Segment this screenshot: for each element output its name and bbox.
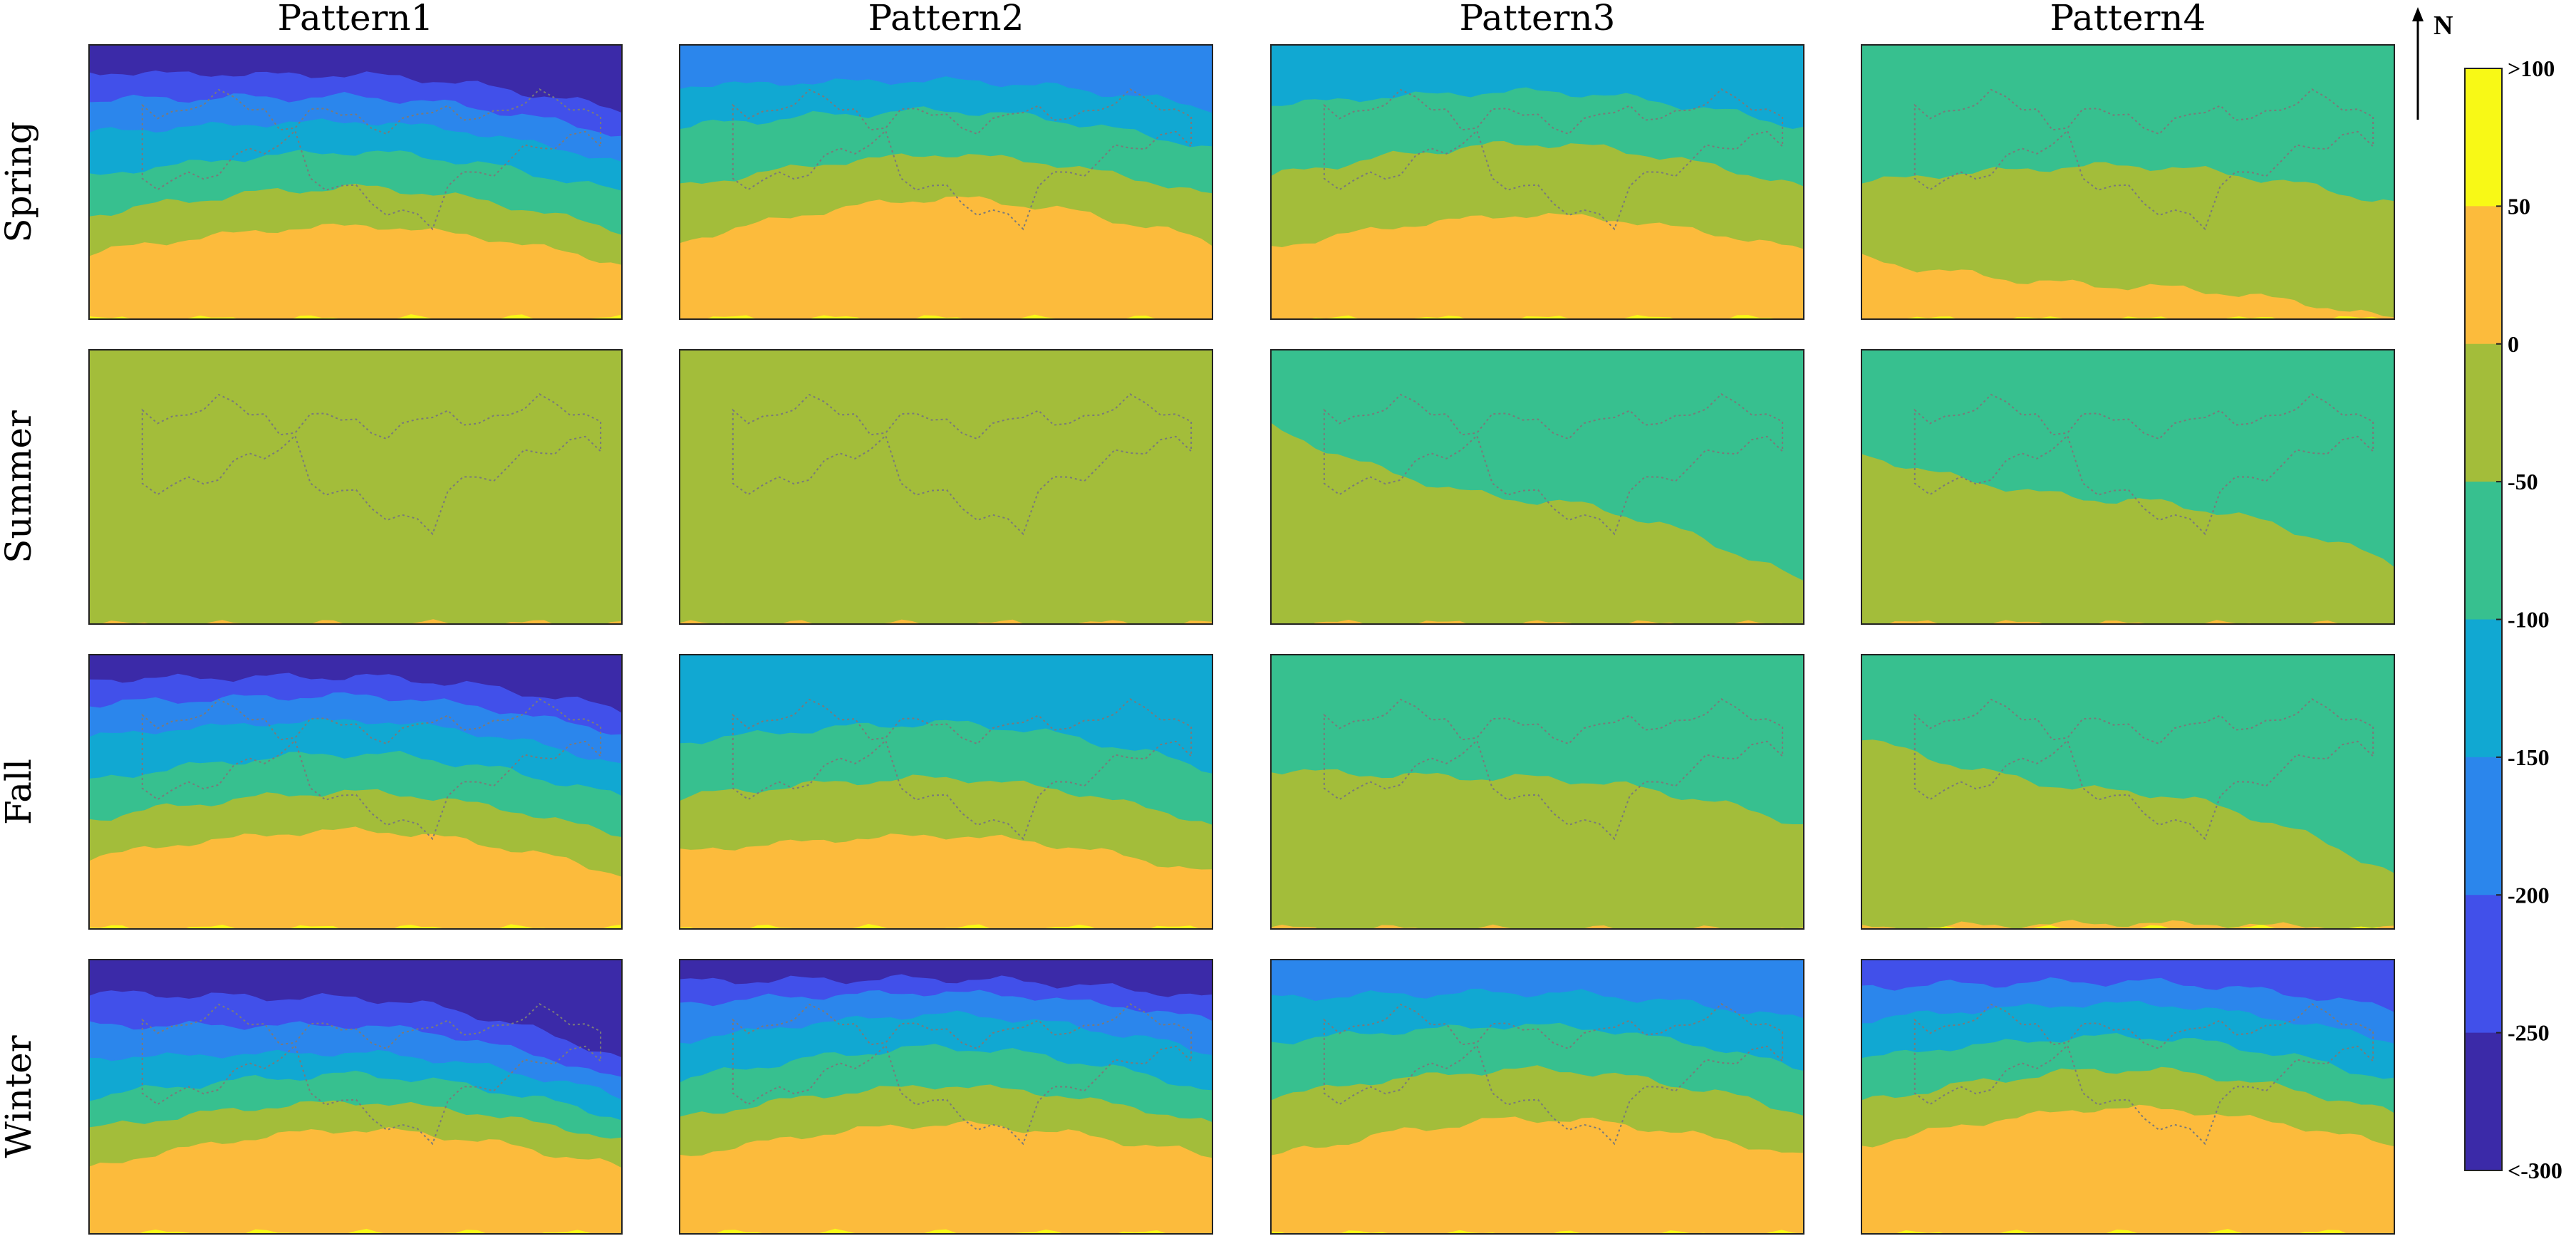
panel-frame: [1861, 654, 2395, 930]
panel-winter-pattern4: [1861, 959, 2395, 1235]
panel-spring-pattern2: [679, 44, 1213, 320]
colorbar-swatch: [2465, 619, 2502, 758]
basin-outline: [732, 698, 1193, 841]
north-arrow-icon: [2412, 7, 2424, 21]
colorbar-swatch: [2465, 895, 2502, 1034]
panel-frame: [1861, 44, 2395, 320]
panel-fall-pattern1: [88, 654, 623, 930]
row-label-summer: Summer: [0, 410, 39, 564]
panel-frame: [1270, 654, 1804, 930]
basin-outline: [732, 393, 1193, 536]
colorbar-label: -250: [2508, 1020, 2550, 1046]
colorbar-swatch: [2465, 1032, 2502, 1171]
basin-outline: [1913, 698, 2374, 841]
column-title-3: Pattern3: [1460, 0, 1616, 38]
colorbar-label: >100: [2508, 56, 2555, 81]
basin-outline: [1913, 1003, 2374, 1146]
panel-winter-pattern3: [1270, 959, 1804, 1235]
band-fill: [1271, 960, 1804, 1019]
band-fill: [680, 45, 1212, 113]
basin-outline: [141, 698, 602, 841]
band-fill: [89, 655, 622, 713]
panel-frame: [88, 349, 623, 625]
colorbar-label: -50: [2508, 469, 2538, 494]
row-label-spring: Spring: [0, 121, 39, 242]
band-fill: [680, 655, 1212, 774]
panel-frame: [679, 959, 1213, 1235]
panel-frame: [88, 654, 623, 930]
column-titles: Pattern1 Pattern2 Pattern3 Pattern4: [278, 0, 2206, 38]
band-fill: [89, 350, 622, 624]
colorbar: >100 50 0 -50 -100 -150 -200 -250 <-300: [2464, 56, 2562, 1183]
north-arrow: N: [2412, 7, 2453, 120]
row-label-winter: Winter: [0, 1035, 39, 1158]
colorbar-label: <-300: [2508, 1158, 2562, 1183]
panel-fall-pattern2: [679, 654, 1213, 930]
basin-outline: [1913, 393, 2374, 536]
colorbar-label: 50: [2508, 193, 2530, 219]
panel-frame: [88, 44, 623, 320]
column-title-4: Pattern4: [2050, 0, 2206, 38]
colorbar-label: -200: [2508, 882, 2550, 908]
panel-frame: [1270, 349, 1804, 625]
basin-outline: [732, 1003, 1193, 1146]
basin-outline: [1323, 393, 1784, 536]
panel-frame: [1270, 44, 1804, 320]
panel-frame: [679, 349, 1213, 625]
colorbar-swatch: [2465, 343, 2502, 482]
panel-summer-pattern2: [679, 349, 1213, 625]
basin-outline: [1913, 88, 2374, 231]
panel-spring-pattern1: [88, 44, 623, 320]
basin-outline: [1323, 88, 1784, 231]
band-fill: [1861, 45, 2394, 202]
column-title-1: Pattern1: [278, 0, 434, 38]
panel-spring-pattern3: [1270, 44, 1804, 320]
basin-outline: [141, 1003, 602, 1146]
band-fill: [680, 350, 1212, 624]
basin-outline: [732, 88, 1193, 231]
basin-outline: [1323, 1003, 1784, 1146]
north-label: N: [2434, 11, 2453, 41]
band-fill: [1271, 45, 1804, 129]
band-fill: [89, 960, 622, 1058]
band-fill: [1271, 350, 1804, 581]
basin-outline: [1323, 698, 1784, 841]
panel-winter-pattern2: [679, 959, 1213, 1235]
colorbar-label: -150: [2508, 744, 2550, 770]
panel-frame: [679, 654, 1213, 930]
panel-summer-pattern1: [88, 349, 623, 625]
band-fill: [1861, 655, 2394, 873]
basin-outline: [141, 88, 602, 231]
row-label-fall: Fall: [0, 759, 39, 825]
map-panels: [88, 44, 2395, 1235]
panel-spring-pattern4: [1861, 44, 2395, 320]
colorbar-swatch: [2465, 68, 2502, 207]
panel-summer-pattern4: [1861, 349, 2395, 625]
band-fill: [1861, 350, 2394, 568]
band-fill: [680, 960, 1212, 997]
band-fill: [1271, 655, 1804, 824]
colorbar-swatch: [2465, 757, 2502, 895]
panel-frame: [88, 959, 623, 1235]
colorbar-swatch: [2465, 206, 2502, 345]
panel-frame: [1861, 349, 2395, 625]
panel-frame: [1861, 959, 2395, 1235]
colorbar-label: -100: [2508, 607, 2550, 633]
band-fill: [1861, 960, 2394, 1012]
basin-outline: [141, 393, 602, 536]
row-labels: Spring Summer Fall Winter: [0, 121, 39, 1158]
colorbar-swatch: [2465, 482, 2502, 620]
band-fill: [89, 45, 622, 113]
panel-frame: [679, 44, 1213, 320]
colorbar-label: 0: [2508, 331, 2519, 357]
panel-winter-pattern1: [88, 959, 623, 1235]
panel-summer-pattern3: [1270, 349, 1804, 625]
panel-fall-pattern4: [1861, 654, 2395, 930]
panel-frame: [1270, 959, 1804, 1235]
column-title-2: Pattern2: [868, 0, 1024, 38]
panel-fall-pattern3: [1270, 654, 1804, 930]
